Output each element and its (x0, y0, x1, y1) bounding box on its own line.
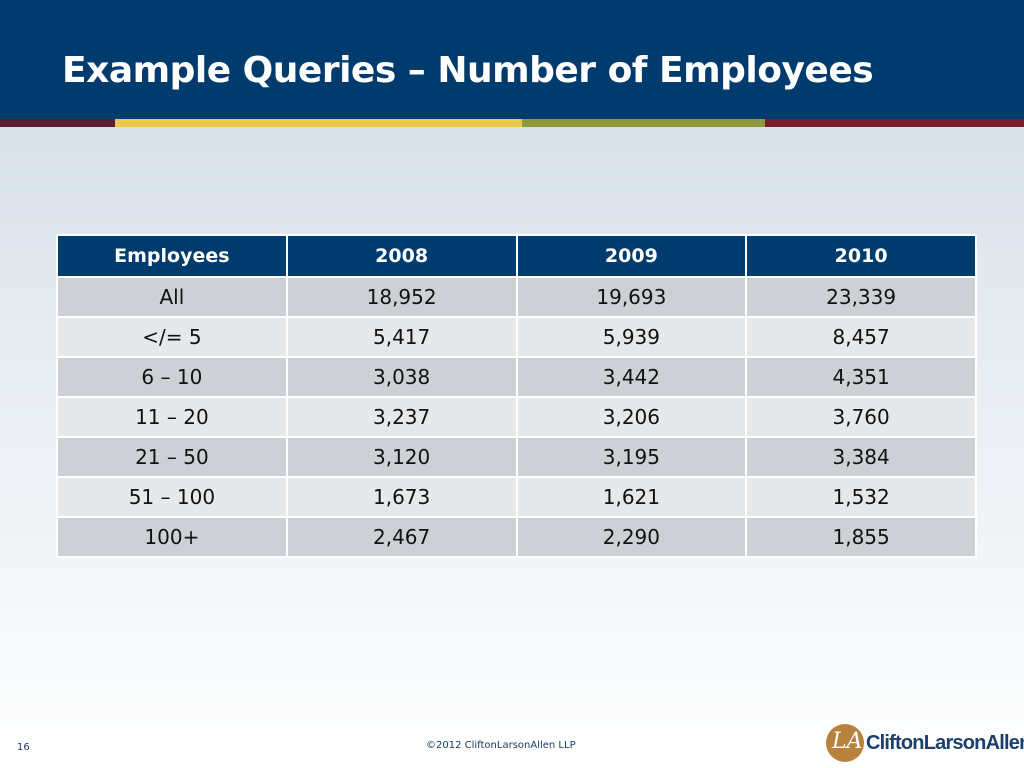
logo-mark-icon: LA (826, 724, 864, 762)
table-cell: 8,457 (745, 316, 977, 358)
table-row: 100+ 2,467 2,290 1,855 (56, 516, 977, 558)
table-cell: 19,693 (515, 276, 748, 318)
table-cell: 100+ (56, 516, 288, 558)
table-row: 21 – 50 3,120 3,195 3,384 (56, 436, 977, 478)
employees-table: Employees 2008 2009 2010 All 18,952 19,6… (56, 234, 977, 558)
table-cell: </= 5 (56, 316, 288, 358)
table-cell: 18,952 (285, 276, 518, 318)
table-cell: 1,855 (745, 516, 977, 558)
slide-title: Example Queries – Number of Employees (62, 50, 874, 91)
slide-header: Example Queries – Number of Employees (0, 0, 1024, 119)
page-number: 16 (17, 742, 30, 753)
table-cell: 3,760 (745, 396, 977, 438)
column-header-2008: 2008 (285, 234, 518, 278)
column-header-2010: 2010 (745, 234, 977, 278)
table-cell: 4,351 (745, 356, 977, 398)
logo-wordmark: CliftonLarsonAllen (866, 732, 1024, 754)
table-cell: 21 – 50 (56, 436, 288, 478)
accent-stripe-maroon-right (765, 119, 1024, 127)
table-cell: 2,290 (515, 516, 748, 558)
table-cell: 3,384 (745, 436, 977, 478)
company-logo: LA CliftonLarsonAllen (826, 724, 1024, 764)
table-cell: 23,339 (745, 276, 977, 318)
table-cell: 3,206 (515, 396, 748, 438)
table-cell: 1,532 (745, 476, 977, 518)
copyright-notice: ©2012 CliftonLarsonAllen LLP (426, 740, 576, 751)
table-cell: 51 – 100 (56, 476, 288, 518)
accent-stripe-maroon-left (0, 119, 115, 127)
table-cell: All (56, 276, 288, 318)
accent-stripe-gold (115, 119, 522, 127)
table-row: 11 – 20 3,237 3,206 3,760 (56, 396, 977, 438)
table-cell: 5,417 (285, 316, 518, 358)
table-cell: 11 – 20 (56, 396, 288, 438)
accent-stripe-olive (522, 119, 765, 127)
table-cell: 3,442 (515, 356, 748, 398)
table-row: 51 – 100 1,673 1,621 1,532 (56, 476, 977, 518)
table-cell: 1,673 (285, 476, 518, 518)
table-cell: 6 – 10 (56, 356, 288, 398)
column-header-2009: 2009 (515, 234, 748, 278)
table-cell: 3,195 (515, 436, 748, 478)
table-cell: 3,237 (285, 396, 518, 438)
table-row: </= 5 5,417 5,939 8,457 (56, 316, 977, 358)
table-cell: 2,467 (285, 516, 518, 558)
table-cell: 3,120 (285, 436, 518, 478)
table-row: All 18,952 19,693 23,339 (56, 276, 977, 318)
logo-mark-letters: LA (832, 729, 863, 754)
table-cell: 5,939 (515, 316, 748, 358)
column-header-employees: Employees (56, 234, 288, 278)
table-cell: 3,038 (285, 356, 518, 398)
table-row: 6 – 10 3,038 3,442 4,351 (56, 356, 977, 398)
table-header-row: Employees 2008 2009 2010 (56, 234, 977, 278)
table-cell: 1,621 (515, 476, 748, 518)
